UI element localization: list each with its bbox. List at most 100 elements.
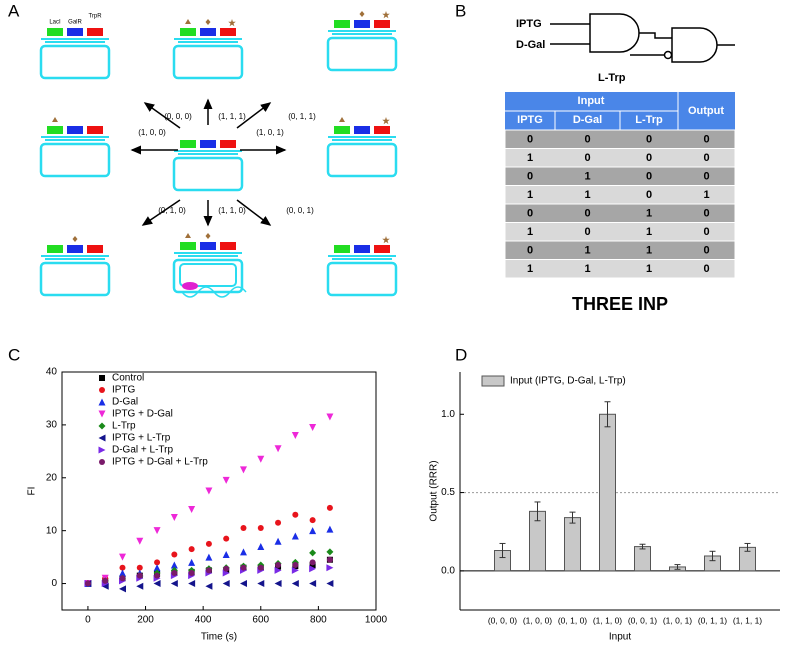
logic-gates [550, 13, 735, 63]
arrow [143, 102, 181, 129]
gene [87, 245, 103, 253]
point [291, 566, 299, 574]
x-tick-label: 400 [195, 615, 212, 626]
panel-label: D [455, 345, 467, 364]
point [257, 455, 265, 463]
point [170, 561, 178, 569]
point [118, 569, 126, 577]
cell [326, 36, 398, 72]
table-cell: 0 [584, 207, 590, 219]
table-cell: 0 [703, 244, 709, 256]
table-cell: 1 [527, 263, 533, 275]
cell [39, 44, 111, 80]
panel-label: A [8, 1, 20, 20]
gene [47, 126, 63, 134]
gene [374, 20, 390, 28]
arrow-label: (0, 1, 0) [158, 206, 186, 215]
point [326, 564, 334, 572]
gene [67, 245, 83, 253]
point [291, 431, 299, 439]
point [274, 580, 282, 588]
point [309, 580, 317, 588]
protein [182, 282, 198, 290]
table-cell: 0 [703, 263, 709, 275]
point [326, 556, 333, 563]
legend-marker [98, 446, 106, 454]
legend-label: IPTG + L-Trp [112, 433, 171, 444]
x-tick-label: (1, 1, 1) [733, 615, 762, 625]
table-cell: 1 [703, 189, 709, 201]
point [84, 580, 91, 587]
x-tick-label: (0, 0, 1) [628, 615, 657, 625]
point [257, 564, 264, 571]
table-cell: 1 [646, 263, 652, 275]
legend-marker [98, 398, 106, 406]
point [239, 466, 247, 474]
legend-swatch [481, 375, 505, 387]
gene [47, 245, 63, 253]
table-cell: 0 [703, 152, 709, 164]
table-row [504, 203, 736, 223]
cell [39, 261, 111, 297]
gene [334, 126, 350, 134]
cell [326, 142, 398, 178]
point [291, 580, 299, 588]
point [309, 527, 317, 535]
gene [67, 126, 83, 134]
inducer [228, 19, 236, 27]
x-axis-label: Time (s) [201, 632, 237, 643]
point [222, 580, 230, 588]
y-tick-label: 0 [51, 578, 57, 589]
y-tick-label: 40 [46, 367, 58, 378]
point [205, 553, 213, 561]
inducer [359, 11, 365, 17]
bar [564, 517, 581, 572]
point [118, 585, 126, 593]
x-tick-label: (1, 0, 1) [663, 615, 692, 625]
legend-label: L-Trp [112, 421, 136, 432]
bar [634, 546, 651, 572]
table-cell: 0 [527, 244, 533, 256]
point [170, 513, 178, 521]
x-tick-label: 1000 [365, 615, 388, 626]
y-tick-label: 30 [46, 420, 58, 431]
table-cell: 1 [527, 152, 533, 164]
table-cell: 0 [584, 226, 590, 238]
cell [172, 44, 244, 80]
arrow-label: (1, 1, 1) [218, 112, 246, 121]
point [274, 445, 282, 453]
table-row [504, 240, 736, 260]
point [119, 564, 126, 571]
point [102, 577, 109, 584]
inducer [185, 19, 191, 24]
point [326, 504, 333, 511]
table-cell: 0 [703, 226, 709, 238]
point [274, 537, 282, 545]
gene [180, 28, 196, 36]
inducer [205, 233, 211, 239]
gate-input: IPTG [516, 18, 542, 30]
x-tick-label: (1, 1, 0) [593, 615, 622, 625]
cell [172, 156, 244, 192]
point [119, 575, 126, 582]
inducer [382, 117, 390, 125]
point [239, 580, 247, 588]
table-cell: 0 [703, 207, 709, 219]
inducer [185, 233, 191, 238]
table-header: IPTG [517, 114, 543, 126]
arrow-label: (0, 1, 1) [288, 112, 316, 121]
gene-label: GalR [68, 20, 82, 26]
point [326, 580, 334, 588]
inducer [52, 117, 58, 122]
arrow-label: (1, 1, 0) [218, 206, 246, 215]
table-cell: 0 [527, 170, 533, 182]
arrow-label: (0, 0, 1) [286, 206, 314, 215]
inducer [382, 11, 390, 19]
table-row [504, 222, 736, 242]
point [136, 572, 143, 579]
gene [354, 245, 370, 253]
point [309, 517, 316, 524]
plot-frame [61, 371, 377, 611]
point [188, 546, 195, 553]
